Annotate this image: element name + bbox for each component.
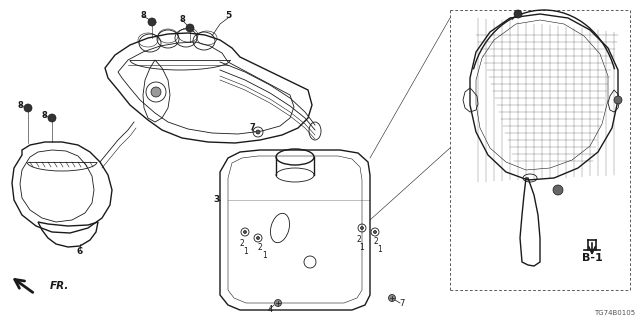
Circle shape xyxy=(48,114,56,122)
Circle shape xyxy=(148,18,156,26)
Text: 1: 1 xyxy=(360,244,364,252)
Text: 1: 1 xyxy=(378,245,382,254)
Circle shape xyxy=(514,10,522,18)
Circle shape xyxy=(275,300,282,307)
Text: 8: 8 xyxy=(179,15,185,25)
Text: 5: 5 xyxy=(225,12,231,20)
Circle shape xyxy=(24,104,32,112)
Text: 4: 4 xyxy=(268,306,273,315)
Text: B-1: B-1 xyxy=(582,253,602,263)
Text: 7: 7 xyxy=(249,124,255,132)
Text: 2: 2 xyxy=(258,244,262,252)
Circle shape xyxy=(360,227,364,229)
Text: 2: 2 xyxy=(356,236,362,244)
Circle shape xyxy=(553,185,563,195)
Circle shape xyxy=(151,87,161,97)
Circle shape xyxy=(614,96,622,104)
Text: TG74B0105: TG74B0105 xyxy=(594,310,635,316)
Text: 2: 2 xyxy=(374,237,378,246)
Circle shape xyxy=(374,230,376,234)
Circle shape xyxy=(256,130,260,134)
Circle shape xyxy=(243,230,246,234)
Text: 3: 3 xyxy=(213,196,219,204)
Circle shape xyxy=(257,236,259,239)
Text: 6: 6 xyxy=(77,247,83,257)
Circle shape xyxy=(388,294,396,301)
Circle shape xyxy=(186,24,194,32)
Text: 8: 8 xyxy=(41,110,47,119)
Text: 7: 7 xyxy=(399,299,404,308)
Text: 1: 1 xyxy=(262,252,268,260)
Text: FR.: FR. xyxy=(50,281,69,291)
Text: 8: 8 xyxy=(17,100,23,109)
Text: 1: 1 xyxy=(244,247,248,257)
Text: 8: 8 xyxy=(140,12,146,20)
Text: 2: 2 xyxy=(239,239,244,249)
